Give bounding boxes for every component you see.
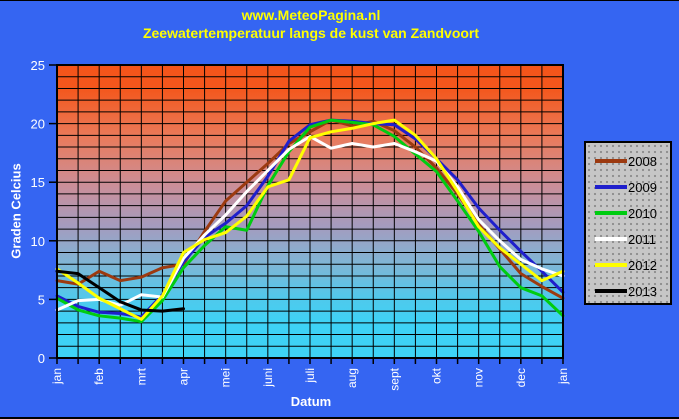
x-tick-label: mei [219,368,233,387]
x-tick-label: okt [430,367,444,384]
y-tick-label: 10 [31,234,45,249]
legend: 2008 2009 2010 2011 2012 2013 [584,141,672,305]
legend-color-swatch [595,211,627,215]
x-tick-label: feb [92,368,106,385]
chart-subtitle: Zeewatertemperatuur langs de kust van Za… [142,25,480,41]
x-tick-label: jan [50,368,64,385]
series-line-2009 [55,118,565,319]
legend-item-2012: 2012 [586,252,670,278]
legend-item-2008: 2008 [586,148,670,174]
x-tick-label: jan [556,368,570,385]
legend-color-swatch [595,263,627,267]
x-tick-label: juli [303,368,317,384]
x-tick-label: mrt [134,367,148,385]
legend-item-2010: 2010 [586,200,670,226]
series-line-2012 [55,118,565,321]
y-tick-label: 20 [31,117,45,132]
legend-label: 2012 [628,257,657,273]
x-tick-label: sept [387,367,401,390]
legend-label: 2008 [628,153,657,169]
title-block: www.MeteoPagina.nl Zeewatertemperatuur l… [0,7,622,42]
legend-label: 2013 [628,283,657,299]
x-tick-label: juni [261,368,275,388]
legend-label: 2010 [628,205,657,221]
legend-label: 2009 [628,179,657,195]
x-axis-title: Datum [290,394,332,409]
page-title: www.MeteoPagina.nl [241,7,381,23]
y-tick-label: 5 [38,292,45,307]
legend-label: 2011 [628,231,656,247]
legend-color-swatch [595,185,627,189]
y-axis-title: Graden Celcius [8,163,24,259]
y-tick-label: 15 [31,175,45,190]
legend-color-swatch [595,237,627,241]
x-tick-label: apr [177,368,191,385]
y-tick-label: 25 [31,58,45,73]
legend-color-swatch [595,289,627,293]
series-line-2010 [55,118,565,324]
series-line-2013 [55,269,185,313]
legend-item-2009: 2009 [586,174,670,200]
x-tick-label: aug [345,368,359,388]
x-tick-label: dec [514,368,528,387]
y-tick-label: 0 [38,351,45,366]
x-tick-label: nov [472,368,486,387]
legend-item-2013: 2013 [586,278,670,304]
legend-color-swatch [595,159,627,163]
legend-item-2011: 2011 [586,226,670,252]
